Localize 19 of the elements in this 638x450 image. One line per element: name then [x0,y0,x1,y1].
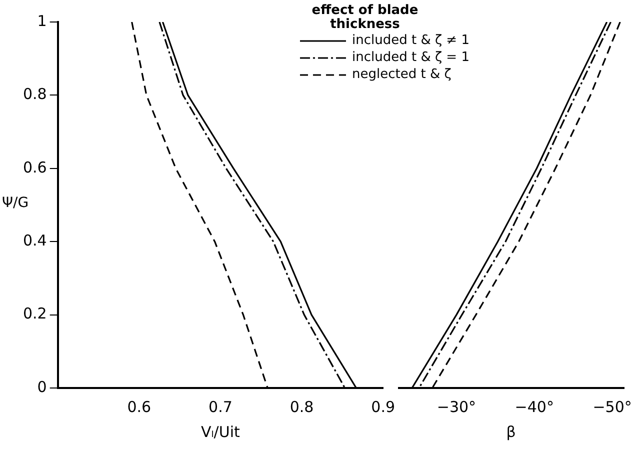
y-tick-label: 0.4 [22,231,47,250]
legend-label: included t & ζ = 1 [352,50,470,65]
x-axis-title: Vₗ/Uit [201,422,240,441]
y-axis-title: Ψ/G [2,195,29,211]
x-axis-title: β [506,422,516,441]
x-tick-label: 0.7 [208,398,232,416]
x-tick-label: −40° [514,398,554,416]
x-tick-label: 0.6 [127,398,152,416]
x-tick-label: −50° [592,398,632,416]
x-tick-label: 0.8 [290,398,314,416]
legend-label: included t & ζ ≠ 1 [352,33,470,48]
x-tick-label: −30° [436,398,476,416]
legend-label: neglected t & ζ [352,67,452,82]
y-tick-label: 0.2 [22,304,47,323]
y-tick-label: 1 [37,12,47,30]
y-tick-label: 0.8 [22,85,47,104]
x-tick-label: 0.9 [371,398,395,416]
y-tick-label: 0.6 [22,158,47,176]
y-tick-label: 0 [37,378,47,396]
